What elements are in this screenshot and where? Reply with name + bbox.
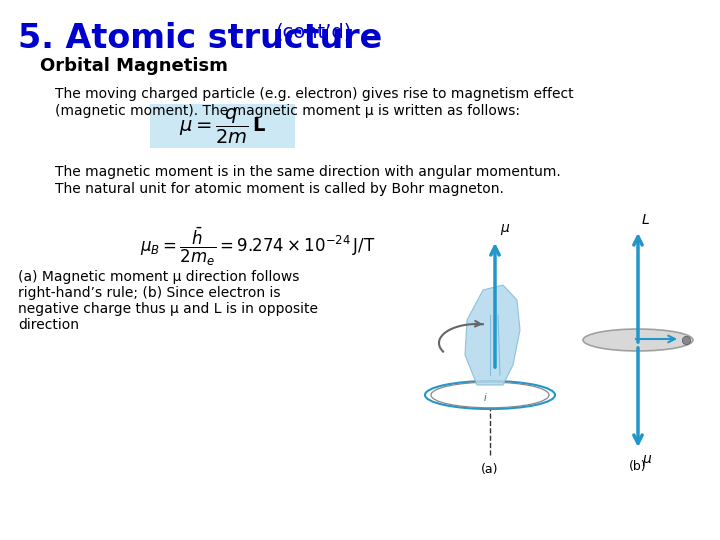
Text: i: i [484, 393, 487, 403]
Text: The natural unit for atomic moment is called by Bohr magneton.: The natural unit for atomic moment is ca… [55, 182, 504, 196]
Text: Orbital Magnetism: Orbital Magnetism [40, 57, 228, 75]
Text: right-hand’s rule; (b) Since electron is: right-hand’s rule; (b) Since electron is [18, 286, 281, 300]
Text: 5. Atomic structure: 5. Atomic structure [18, 22, 382, 55]
Ellipse shape [583, 329, 693, 351]
Text: $\mu_B = \dfrac{\bar{h}}{2m_e} = 9.274 \times 10^{-24}\,\mathrm{J/T}$: $\mu_B = \dfrac{\bar{h}}{2m_e} = 9.274 \… [140, 225, 376, 268]
Text: L: L [642, 213, 649, 227]
Text: $\mu$: $\mu$ [500, 222, 510, 237]
Text: direction: direction [18, 318, 79, 332]
Text: The moving charged particle (e.g. electron) gives rise to magnetism effect: The moving charged particle (e.g. electr… [55, 87, 574, 101]
Text: (b): (b) [629, 460, 647, 473]
Text: $\mu = \dfrac{q}{2m}\,\mathbf{L}$: $\mu = \dfrac{q}{2m}\,\mathbf{L}$ [179, 106, 266, 146]
Text: (a) Magnetic moment μ direction follows: (a) Magnetic moment μ direction follows [18, 270, 300, 284]
Text: The magnetic moment is in the same direction with angular momentum.: The magnetic moment is in the same direc… [55, 165, 561, 179]
Polygon shape [465, 285, 520, 385]
Text: negative charge thus μ and L is in opposite: negative charge thus μ and L is in oppos… [18, 302, 318, 316]
FancyBboxPatch shape [150, 104, 295, 148]
Text: $\mu$: $\mu$ [642, 453, 652, 468]
Text: (magnetic moment). The magnetic moment μ is written as follows:: (magnetic moment). The magnetic moment μ… [55, 104, 520, 118]
Text: (a): (a) [481, 463, 499, 476]
Text: (cont’d): (cont’d) [275, 22, 351, 41]
